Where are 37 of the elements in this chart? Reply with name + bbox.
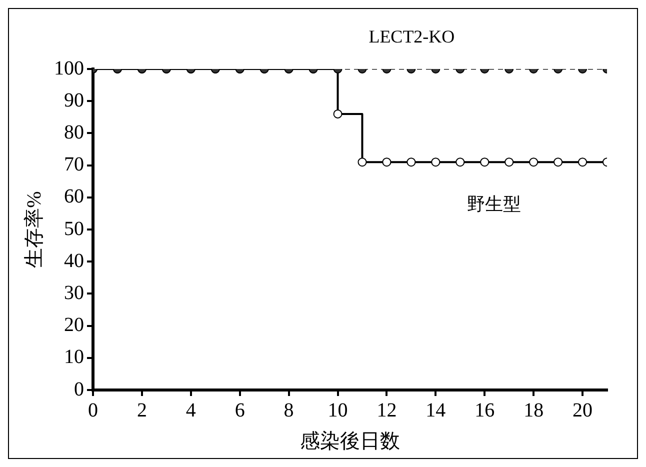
x-tick-label: 16 <box>474 399 495 422</box>
y-tick-label: 30 <box>64 282 84 304</box>
x-tick-label: 18 <box>524 399 544 422</box>
y-axis-title: 生存率% <box>23 191 46 268</box>
point <box>554 158 563 167</box>
y-tick-label: 60 <box>64 186 84 208</box>
x-tick-label: 14 <box>426 399 446 422</box>
point <box>333 109 342 118</box>
series-label: LECT2-KO <box>368 26 455 47</box>
y-tick-label: 0 <box>74 378 84 400</box>
point <box>504 158 514 167</box>
y-tick-label: 90 <box>64 89 84 112</box>
point <box>358 158 367 167</box>
y-tick-label: 20 <box>64 314 84 336</box>
point <box>431 158 440 167</box>
x-tick-label: 20 <box>572 399 593 422</box>
point <box>456 158 465 167</box>
y-tick-label: 50 <box>64 218 84 240</box>
y-tick-label: 70 <box>64 154 84 176</box>
x-tick-label: 2 <box>136 399 147 422</box>
x-tick-label: 8 <box>284 399 294 422</box>
x-tick-label: 12 <box>376 399 397 422</box>
point <box>406 158 416 167</box>
point <box>529 158 538 167</box>
point <box>382 158 392 167</box>
x-axis-title: 感染後日数 <box>300 430 400 452</box>
y-tick-label: 10 <box>64 346 84 368</box>
y-tick-label: 40 <box>64 250 84 272</box>
x-tick-label: 4 <box>186 399 196 422</box>
series-label: 野生型 <box>466 194 521 214</box>
x-tick-label: 10 <box>328 399 348 422</box>
x-tick-label: 6 <box>234 399 245 422</box>
point <box>578 158 588 167</box>
y-tick-label: 100 <box>54 57 84 80</box>
point <box>480 158 490 167</box>
y-tick-label: 80 <box>64 121 84 144</box>
x-tick-label: 0 <box>88 399 98 422</box>
